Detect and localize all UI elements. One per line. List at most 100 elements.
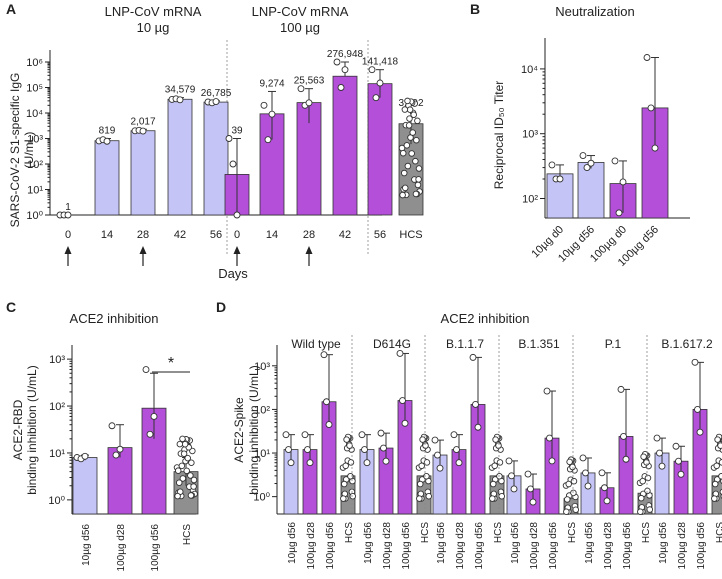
panel-d-bar-point (472, 401, 479, 408)
panel-a-hcs-point (413, 136, 420, 144)
panel-d-bar-point (694, 405, 701, 413)
panel-d-bar-point (380, 444, 387, 452)
panel-c-hcs-point (187, 472, 194, 479)
panel-d-bar-point (656, 449, 663, 457)
panel-c-hcs-point (175, 479, 183, 486)
panel-d-bar-point (396, 350, 404, 357)
panel-d-x-tick-label: 10µg d56 (287, 522, 298, 564)
panel-d-hcs-point (343, 436, 350, 443)
panel-d-hcs-point (646, 506, 654, 513)
panel-a-hcs-point (412, 190, 420, 198)
panel-d-x-tick-label: 100µg d56 (474, 522, 485, 570)
panel-b-bar-point (587, 159, 595, 167)
panel-c-hcs-point (178, 462, 186, 470)
panel-d-letter: D (216, 299, 226, 315)
panel-d-bar-point (455, 459, 463, 467)
panel-a-y-tick-label: 10⁵ (26, 83, 43, 95)
panel-d-x-tick-label: 100µg d28 (382, 522, 393, 570)
panel-c-letter: C (6, 299, 16, 315)
panel-c-bar-point (142, 366, 150, 373)
panel-d-hcs-point (347, 472, 354, 480)
panel-d-hcs-point (498, 493, 506, 500)
panel-d-hcs-point (418, 462, 425, 470)
panel-d-hcs-point (637, 494, 645, 502)
panel-d-hcs-point (714, 436, 721, 443)
panel-d-title: ACE2 inhibition (441, 311, 530, 326)
panel-a-bar-point (225, 135, 233, 142)
panel-d-bar-point (285, 446, 292, 454)
panel-a-x-tick-label: HCS (399, 229, 422, 241)
panel-a-x-tick-label: 28 (137, 229, 149, 241)
panel-a-bar-point (268, 110, 276, 118)
panel-d-hcs-point (342, 462, 349, 470)
panel-c-ylabel-units: binding inhibition (U/mL) (25, 365, 39, 494)
panel-b-bar-point (583, 164, 591, 172)
panel-d-bar-point (304, 446, 311, 454)
panel-d-bar-point (301, 431, 309, 439)
panel-a-group2-title: LNP-CoV mRNA (252, 4, 349, 19)
panel-d-bar-point (582, 469, 589, 477)
panel-d-bar-point (524, 470, 532, 478)
panel-d-variant-label: D614G (373, 337, 411, 351)
panel-a-bar-point (64, 211, 72, 219)
panel-d-bar-point (377, 429, 385, 437)
panel-d-hcs-point (419, 436, 426, 443)
panel-d-bar-point (653, 434, 661, 442)
panel-c-x-tick-label: 100µg d28 (116, 524, 127, 572)
panel-d-x-tick-label: 100µg d56 (325, 522, 336, 570)
panel-a-bar-point (233, 211, 241, 219)
panel-a-letter: A (6, 1, 16, 17)
panel-d-hcs-point (496, 472, 503, 480)
panel-d-bar-point (508, 472, 515, 480)
panel-a-bar (130, 130, 156, 216)
panel-c-significance-star: * (168, 355, 174, 372)
panel-a-value-label: 39 (231, 126, 243, 137)
panel-d-hcs-point (639, 477, 646, 485)
panel-d-hcs-point (570, 489, 577, 497)
panel-a-group1-title: LNP-CoV mRNA (105, 4, 202, 19)
panel-a-hcs-point (409, 129, 416, 136)
panel-b-bar-point (643, 54, 651, 61)
panel-d-bar-point (505, 457, 513, 465)
panel-a-value-label: 1 (65, 202, 71, 213)
panel-a-ylabel: SARS-CoV-2 S1-specific IgG (8, 73, 22, 228)
panel-d-x-tick-label: 100µg d56 (622, 522, 633, 570)
panel-a-bar-point (372, 94, 380, 102)
panel-a-x-tick-label: 56 (374, 229, 386, 241)
panel-a-bar (167, 98, 193, 216)
panel-d-bar-point (431, 436, 439, 444)
panel-d-x-tick-label: 100µg d28 (603, 522, 614, 570)
panel-c-bar-point (81, 452, 89, 460)
panel-d-x-tick-label: 100µg d56 (401, 522, 412, 570)
panel-c-hcs-point (180, 450, 188, 458)
panel-d-hcs-point (346, 442, 353, 449)
panel-d-x-tick-label: 10µg d56 (436, 522, 447, 564)
panel-d-hcs-point (340, 480, 348, 488)
panel-c-bar-point (112, 451, 120, 459)
panel-a-hcs-point (399, 191, 406, 199)
panel-c-x-tick-label: 100µg d56 (150, 524, 161, 572)
panel-d-x-tick-label: 100µg d28 (529, 522, 540, 570)
panel-a-dose-arrowhead (233, 246, 241, 254)
panel-c-hcs-point (179, 475, 187, 482)
panel-c-hcs-point (188, 459, 195, 467)
panel-c-y-tick-label: 10³ (49, 354, 65, 366)
panel-a-ylabel-units: (U/mL) (22, 132, 36, 169)
panel-d-y-tick-label: 10² (254, 404, 270, 416)
panel-c-hcs-point (187, 492, 195, 499)
panel-d-bar-point (287, 459, 295, 467)
panel-d-bar-point (401, 419, 409, 427)
panel-d-hcs-point (644, 487, 651, 495)
panel-d-hcs-point (572, 506, 580, 514)
panel-c-hcs-point (174, 467, 182, 474)
panel-c-hcs-point (190, 476, 198, 484)
panel-d-bar-point (622, 455, 630, 463)
panel-d-hcs-point (718, 472, 722, 480)
panel-d-hcs-point (711, 480, 719, 488)
panel-d-ylabel: ACE2-Spike (232, 397, 246, 463)
panel-d-bar-point (436, 464, 444, 472)
panel-d-x-tick-label: 100µg d56 (696, 522, 707, 570)
panel-d-x-tick-label: HCS (493, 522, 504, 543)
panel-c-hcs-point (181, 440, 189, 448)
